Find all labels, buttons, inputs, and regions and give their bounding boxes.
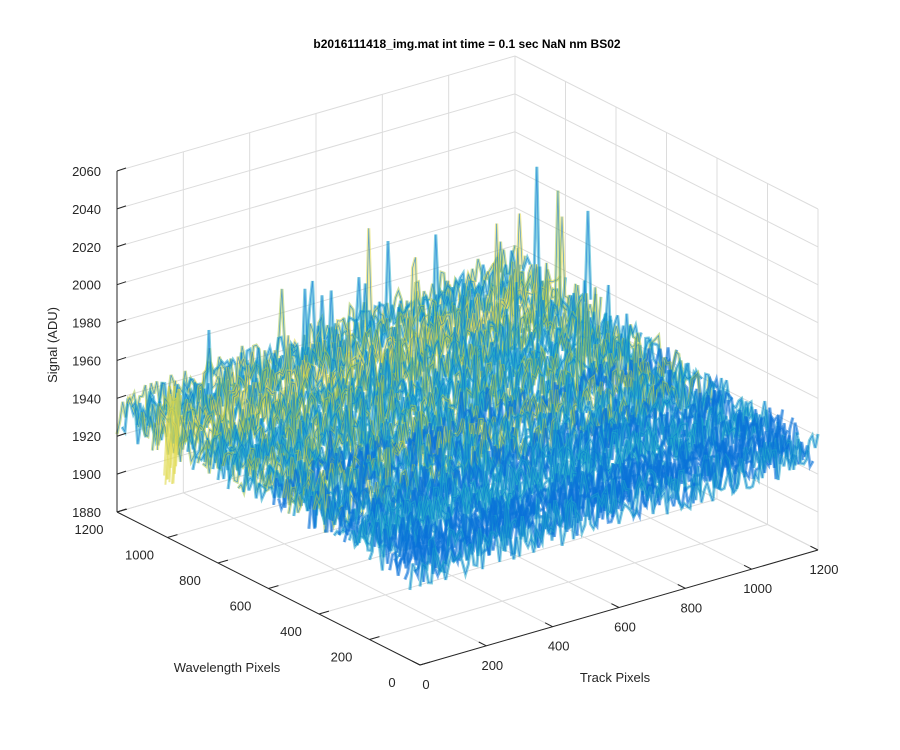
grid-line bbox=[116, 207, 516, 324]
y-tick bbox=[167, 534, 178, 538]
grid-line bbox=[116, 93, 516, 210]
z-tick bbox=[116, 167, 127, 172]
z-tick bbox=[116, 319, 127, 324]
x-tick bbox=[544, 622, 553, 628]
surface-streak bbox=[171, 392, 179, 485]
grid-line bbox=[116, 244, 516, 361]
y-tick-label: 200 bbox=[331, 650, 353, 665]
z-tick bbox=[116, 470, 127, 475]
z-tick-label: 2060 bbox=[72, 164, 101, 179]
y-tick-label: 0 bbox=[388, 675, 395, 690]
y-tick-label: 1000 bbox=[125, 548, 154, 563]
z-tick-label: 1900 bbox=[72, 467, 101, 482]
grid-line bbox=[116, 169, 516, 286]
grid-line bbox=[514, 131, 819, 286]
z-tick-label: 1960 bbox=[72, 353, 101, 368]
grid-line bbox=[514, 55, 819, 210]
x-tick bbox=[412, 660, 421, 666]
surface-row-edge bbox=[419, 433, 819, 587]
z-tick bbox=[116, 281, 127, 286]
z-tick bbox=[116, 432, 127, 437]
z-tick bbox=[116, 394, 127, 399]
x-tick-label: 600 bbox=[614, 620, 636, 635]
grid-line bbox=[514, 169, 819, 324]
x-tick-label: 200 bbox=[481, 658, 503, 673]
x-tick bbox=[810, 545, 819, 551]
y-tick-label: 800 bbox=[179, 573, 201, 588]
x-axis-label: Track Pixels bbox=[580, 670, 651, 685]
z-tick-label: 1940 bbox=[72, 391, 101, 406]
surface-plot bbox=[115, 166, 820, 591]
x-tick-label: 800 bbox=[680, 600, 702, 615]
grid-line bbox=[369, 524, 768, 640]
y-tick-label: 400 bbox=[280, 624, 302, 639]
x-tick bbox=[478, 641, 487, 647]
z-tick-label: 2040 bbox=[72, 202, 101, 217]
surface-streak bbox=[169, 397, 177, 468]
x-tick-label: 0 bbox=[422, 677, 429, 692]
surface-row-edge bbox=[217, 282, 617, 481]
x-tick-label: 1200 bbox=[810, 562, 839, 577]
z-tick-label: 1920 bbox=[72, 429, 101, 444]
x-tick bbox=[677, 584, 686, 589]
surface-streak bbox=[164, 393, 172, 485]
chart-title: b2016111418_img.mat int time = 0.1 sec N… bbox=[313, 37, 620, 51]
z-tick-label: 1880 bbox=[72, 505, 101, 520]
y-tick bbox=[217, 559, 229, 564]
surface-streak bbox=[163, 386, 171, 476]
x-tick bbox=[743, 564, 752, 570]
x-tick bbox=[611, 603, 620, 608]
grid-line bbox=[116, 55, 516, 172]
z-tick-label: 1980 bbox=[72, 316, 101, 331]
x-tick-label: 400 bbox=[548, 639, 570, 654]
x-tick-label: 1000 bbox=[743, 581, 772, 596]
y-axis-label: Wavelength Pixels bbox=[174, 660, 281, 675]
y-tick bbox=[268, 585, 279, 589]
y-tick bbox=[369, 636, 380, 640]
z-tick bbox=[116, 243, 127, 248]
z-tick-label: 2020 bbox=[72, 240, 101, 255]
z-tick bbox=[116, 508, 127, 513]
z-tick bbox=[116, 205, 127, 210]
grid-line bbox=[514, 93, 819, 248]
surface-streak bbox=[165, 396, 173, 480]
y-tick-label: 1200 bbox=[75, 522, 104, 537]
z-tick bbox=[116, 356, 127, 361]
grid-line bbox=[116, 131, 516, 248]
z-axis-label: Signal (ADU) bbox=[45, 307, 60, 383]
surface-streak bbox=[175, 394, 183, 467]
y-tick bbox=[419, 661, 431, 666]
z-tick-label: 2000 bbox=[72, 278, 101, 293]
grid-line bbox=[514, 207, 819, 362]
axes: 0 200 400 600 800 1000 1200 0 200 400 600 800 1000 12… bbox=[72, 164, 838, 692]
y-tick bbox=[318, 610, 330, 615]
y-tick-label: 600 bbox=[230, 599, 252, 614]
